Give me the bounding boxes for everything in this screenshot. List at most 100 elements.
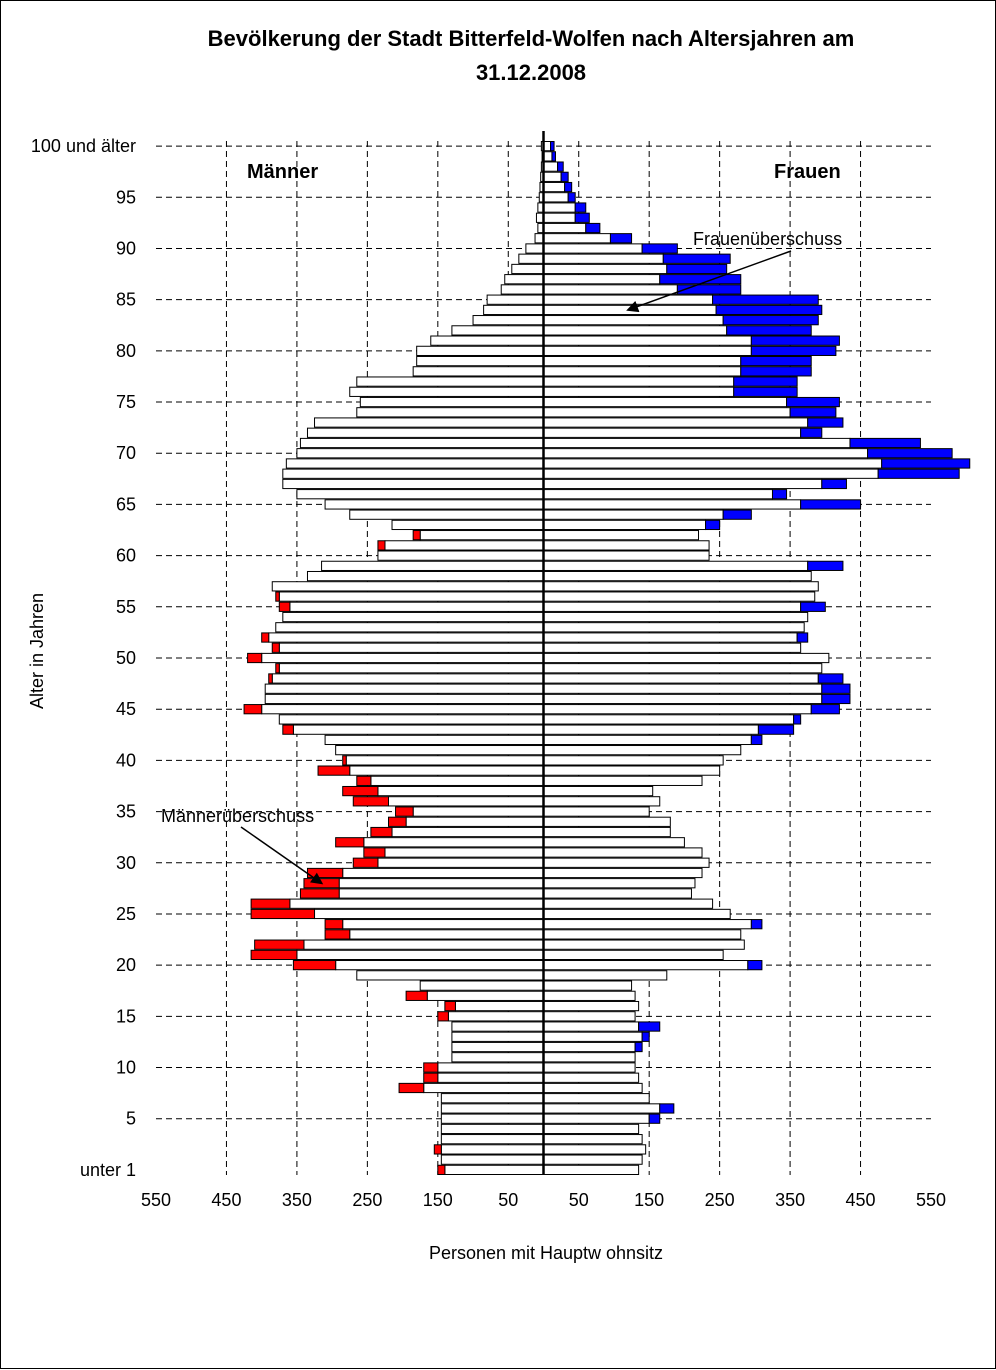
y-tick-label: 10 <box>116 1058 136 1078</box>
bar-maenner <box>472 315 544 326</box>
bar-maennerueberschuss <box>292 960 337 971</box>
bar-frauenueberschuss <box>560 171 569 182</box>
bar-maennerueberschuss <box>352 796 390 807</box>
bar-frauen <box>543 345 752 356</box>
bar-frauenueberschuss <box>796 632 809 643</box>
bar-maenner <box>278 591 544 602</box>
bar-maenner <box>335 960 544 971</box>
bar-maenner <box>451 1052 544 1063</box>
bar-frauen <box>543 622 805 633</box>
bar-frauenueberschuss <box>821 693 851 705</box>
bar-frauenueberschuss <box>750 919 763 930</box>
bar-frauenueberschuss <box>550 141 555 152</box>
bar-frauen <box>543 1144 647 1155</box>
bar-frauenueberschuss <box>740 366 812 377</box>
bar-frauen <box>543 632 798 643</box>
bar-frauen <box>543 1031 643 1042</box>
y-tick-label: 95 <box>116 187 136 207</box>
bar-frauen <box>543 1113 650 1124</box>
bar-frauenueberschuss <box>715 304 823 316</box>
bar-frauen <box>543 663 823 674</box>
x-axis-label: Personen mit Hauptw ohnsitz <box>429 1243 663 1263</box>
y-tick-label: unter 1 <box>80 1160 136 1180</box>
bar-maenner <box>282 468 544 479</box>
bar-frauen <box>543 1021 640 1032</box>
bar-maenner <box>440 1093 544 1104</box>
bar-frauenueberschuss <box>574 212 590 223</box>
bar-frauenueberschuss <box>747 960 763 971</box>
bar-maenner <box>454 1000 545 1012</box>
bar-frauen <box>543 601 802 612</box>
bar-frauenueberschuss <box>567 192 576 203</box>
bar-maennerueberschuss <box>398 1082 425 1094</box>
bar-maenner <box>271 673 544 684</box>
bar-maenner <box>451 325 544 336</box>
chart-title-line-1: Bevölkerung der Stadt Bitterfeld-Wolfen … <box>208 26 855 51</box>
bar-frauenueberschuss <box>641 243 678 254</box>
y-tick-label: 40 <box>116 750 136 770</box>
bar-frauen <box>543 611 809 623</box>
bar-frauenueberschuss <box>648 1113 661 1124</box>
bar-frauenueberschuss <box>638 1021 661 1032</box>
bar-frauen <box>543 1154 643 1165</box>
bar-frauenueberschuss <box>750 734 763 746</box>
y-tick-labels: unter 1 5 10 15 20 25 30 35 40 45 50 55 60 65 70 75 80 85… <box>31 136 136 1180</box>
bar-frauen <box>543 519 707 531</box>
bar-frauen <box>543 857 710 868</box>
bar-maennerueberschuss <box>250 908 316 920</box>
bar-frauen <box>543 1072 640 1083</box>
bar-maenner <box>525 243 544 254</box>
bar-maenner <box>451 1041 544 1053</box>
bar-maenner <box>451 1021 544 1032</box>
y-tick-label: 55 <box>116 597 136 617</box>
bar-frauenueberschuss <box>609 233 633 244</box>
bar-maennerueberschuss <box>388 816 407 827</box>
bar-maenner <box>345 755 544 766</box>
bar-frauenueberschuss <box>733 376 798 387</box>
bar-frauen <box>543 192 569 203</box>
bar-frauenueberschuss <box>574 202 587 213</box>
bar-frauen <box>543 478 823 490</box>
x-tick-label: 150 <box>634 1190 664 1210</box>
bar-maenner <box>289 898 545 909</box>
bar-maenner <box>296 448 544 459</box>
bar-frauen <box>543 1052 636 1063</box>
bar-maenner <box>306 427 544 438</box>
bar-maenner <box>483 304 545 316</box>
bar-frauenueberschuss <box>659 1103 675 1114</box>
y-tick-label: 25 <box>116 904 136 924</box>
bar-maenner <box>268 632 544 643</box>
y-tick-label: 35 <box>116 802 136 822</box>
bar-frauenueberschuss <box>662 253 731 264</box>
bar-frauenueberschuss <box>750 345 837 356</box>
bar-frauen <box>543 325 728 336</box>
bar-frauen <box>543 315 724 326</box>
bar-frauen <box>543 181 566 193</box>
bar-frauen <box>543 919 752 930</box>
bar-maennerueberschuss <box>250 898 291 909</box>
bar-maenner <box>405 816 545 827</box>
bar-frauen <box>543 1041 636 1053</box>
bar-frauen <box>543 816 671 827</box>
bar-frauenueberschuss <box>786 396 840 408</box>
bar-maennerueberschuss <box>433 1144 442 1155</box>
bar-frauenueberschuss <box>722 509 752 520</box>
bar-maenner <box>363 837 544 848</box>
bar-frauenueberschuss <box>726 325 812 336</box>
bar-frauen <box>543 448 869 459</box>
bar-frauen <box>543 171 562 182</box>
bar-frauen <box>543 550 710 561</box>
bar-maennerueberschuss <box>405 990 428 1001</box>
bar-maennerueberschuss <box>324 919 344 930</box>
bar-maenner <box>261 704 544 715</box>
bar-frauen <box>543 898 714 909</box>
bar-maenner <box>275 622 544 633</box>
x-tick-label: 250 <box>705 1190 735 1210</box>
bar-maenner <box>416 345 545 356</box>
bar-frauen <box>543 745 742 756</box>
bar-maenner <box>412 806 544 817</box>
bar-maennerueberschuss <box>275 663 280 674</box>
bar-maenner <box>314 908 545 920</box>
bar-maennerueberschuss <box>250 949 298 961</box>
bar-maenner <box>444 1164 545 1175</box>
